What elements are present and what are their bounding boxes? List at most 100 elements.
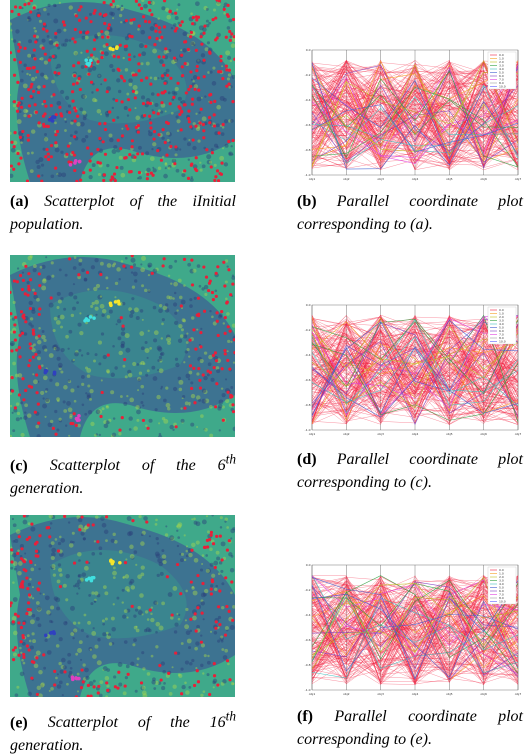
texture [141, 565, 145, 569]
red-point [192, 367, 195, 370]
red-point [162, 64, 165, 67]
texture [40, 266, 43, 269]
texture [216, 551, 220, 555]
red-point [169, 145, 172, 148]
red-point [216, 265, 219, 268]
texture [111, 627, 116, 632]
texture [89, 175, 93, 179]
texture [102, 523, 107, 528]
texture [117, 597, 120, 600]
texture [129, 83, 133, 87]
texture [127, 589, 130, 592]
texture [207, 71, 210, 74]
texture [77, 579, 81, 583]
texture [155, 523, 158, 526]
texture [140, 541, 145, 546]
texture [138, 378, 141, 381]
axis-label: obj6 [480, 432, 487, 436]
red-point [18, 101, 21, 104]
red-point [105, 681, 108, 684]
texture [165, 387, 168, 390]
texture [221, 640, 224, 643]
texture [35, 76, 37, 78]
y-tick-label: -0.4 [305, 613, 311, 617]
red-point [19, 61, 22, 64]
texture [22, 272, 24, 274]
texture [51, 541, 55, 545]
texture [78, 323, 82, 327]
texture [125, 68, 128, 71]
texture [140, 385, 144, 389]
texture [96, 433, 98, 435]
red-point [19, 157, 22, 160]
red-point [27, 648, 30, 651]
texture [61, 43, 64, 46]
texture [118, 432, 121, 435]
texture [42, 279, 47, 284]
red-point [128, 53, 131, 56]
red-point [180, 110, 183, 113]
texture [206, 515, 208, 517]
texture [76, 122, 80, 126]
texture [190, 423, 194, 427]
highlight-point [89, 59, 93, 63]
red-point [138, 3, 141, 6]
red-point [33, 66, 36, 69]
texture [150, 26, 155, 31]
red-point [231, 619, 234, 622]
red-point [35, 541, 38, 544]
texture [120, 344, 124, 348]
red-point [79, 5, 82, 8]
red-point [16, 152, 19, 155]
texture [181, 419, 185, 423]
texture [230, 35, 233, 38]
texture [41, 335, 46, 340]
texture [142, 319, 144, 321]
texture [195, 113, 197, 115]
red-point [54, 141, 57, 144]
red-point [24, 265, 27, 268]
texture [182, 395, 185, 398]
red-point [146, 177, 149, 180]
red-point [219, 55, 222, 58]
red-point [131, 139, 134, 142]
red-point [222, 419, 225, 422]
red-point [106, 689, 109, 692]
red-point [178, 113, 181, 116]
texture [182, 48, 186, 52]
red-point [38, 307, 41, 310]
red-point [48, 59, 51, 62]
texture [121, 331, 126, 336]
red-point [73, 135, 76, 138]
texture [96, 410, 101, 415]
red-point [13, 330, 16, 333]
texture [178, 614, 180, 616]
red-point [27, 601, 30, 604]
highlight-point [92, 576, 96, 580]
texture [54, 317, 58, 321]
red-point [117, 55, 120, 58]
caption-label: (f) [297, 708, 313, 725]
texture [119, 14, 122, 17]
texture [187, 142, 191, 146]
texture [34, 564, 36, 566]
texture [206, 20, 209, 23]
texture [93, 287, 97, 291]
texture [65, 574, 69, 578]
texture [139, 372, 142, 375]
texture [47, 13, 50, 16]
red-point [150, 13, 153, 16]
texture [157, 558, 162, 563]
red-point [80, 686, 83, 689]
red-point [100, 56, 103, 59]
texture [70, 388, 74, 392]
texture [112, 107, 114, 109]
red-point [190, 549, 193, 552]
texture [86, 635, 89, 638]
texture [146, 627, 151, 632]
texture [122, 615, 126, 619]
texture [36, 617, 40, 621]
texture [166, 69, 170, 73]
texture [209, 161, 212, 164]
y-tick-label: -0.2 [305, 73, 311, 77]
